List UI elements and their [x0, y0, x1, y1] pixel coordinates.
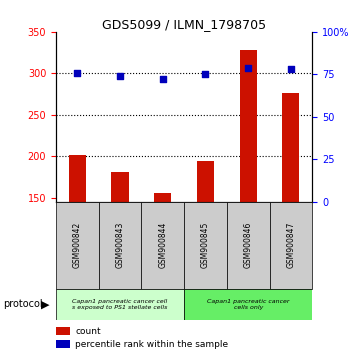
Text: Capan1 pancreatic cancer
cells only: Capan1 pancreatic cancer cells only: [207, 299, 290, 310]
FancyBboxPatch shape: [184, 202, 227, 289]
Bar: [197, 161, 214, 202]
Point: [160, 76, 166, 82]
FancyBboxPatch shape: [99, 202, 142, 289]
Point: [203, 72, 208, 77]
Point: [245, 65, 251, 70]
FancyBboxPatch shape: [270, 202, 312, 289]
Bar: [282, 93, 300, 202]
FancyBboxPatch shape: [56, 202, 99, 289]
FancyBboxPatch shape: [227, 202, 270, 289]
Text: percentile rank within the sample: percentile rank within the sample: [75, 340, 228, 349]
Point: [288, 67, 294, 72]
Title: GDS5099 / ILMN_1798705: GDS5099 / ILMN_1798705: [102, 18, 266, 31]
FancyBboxPatch shape: [56, 289, 184, 320]
Text: GSM900845: GSM900845: [201, 222, 210, 268]
Text: protocol: protocol: [4, 299, 43, 309]
Bar: [154, 193, 171, 202]
Text: GSM900846: GSM900846: [244, 222, 253, 268]
Bar: [240, 50, 257, 202]
Bar: [69, 155, 86, 202]
Text: count: count: [75, 327, 101, 336]
Text: GSM900842: GSM900842: [73, 222, 82, 268]
Bar: [56, 341, 70, 348]
Text: GSM900847: GSM900847: [286, 222, 295, 268]
Text: ▶: ▶: [41, 299, 49, 309]
Point: [74, 70, 80, 75]
Text: GSM900843: GSM900843: [116, 222, 125, 268]
Point: [117, 73, 123, 79]
Text: Capan1 pancreatic cancer cell
s exposed to PS1 stellate cells: Capan1 pancreatic cancer cell s exposed …: [72, 299, 168, 310]
Bar: [112, 172, 129, 202]
FancyBboxPatch shape: [184, 289, 312, 320]
FancyBboxPatch shape: [142, 202, 184, 289]
Text: GSM900844: GSM900844: [158, 222, 167, 268]
Bar: [56, 327, 70, 335]
